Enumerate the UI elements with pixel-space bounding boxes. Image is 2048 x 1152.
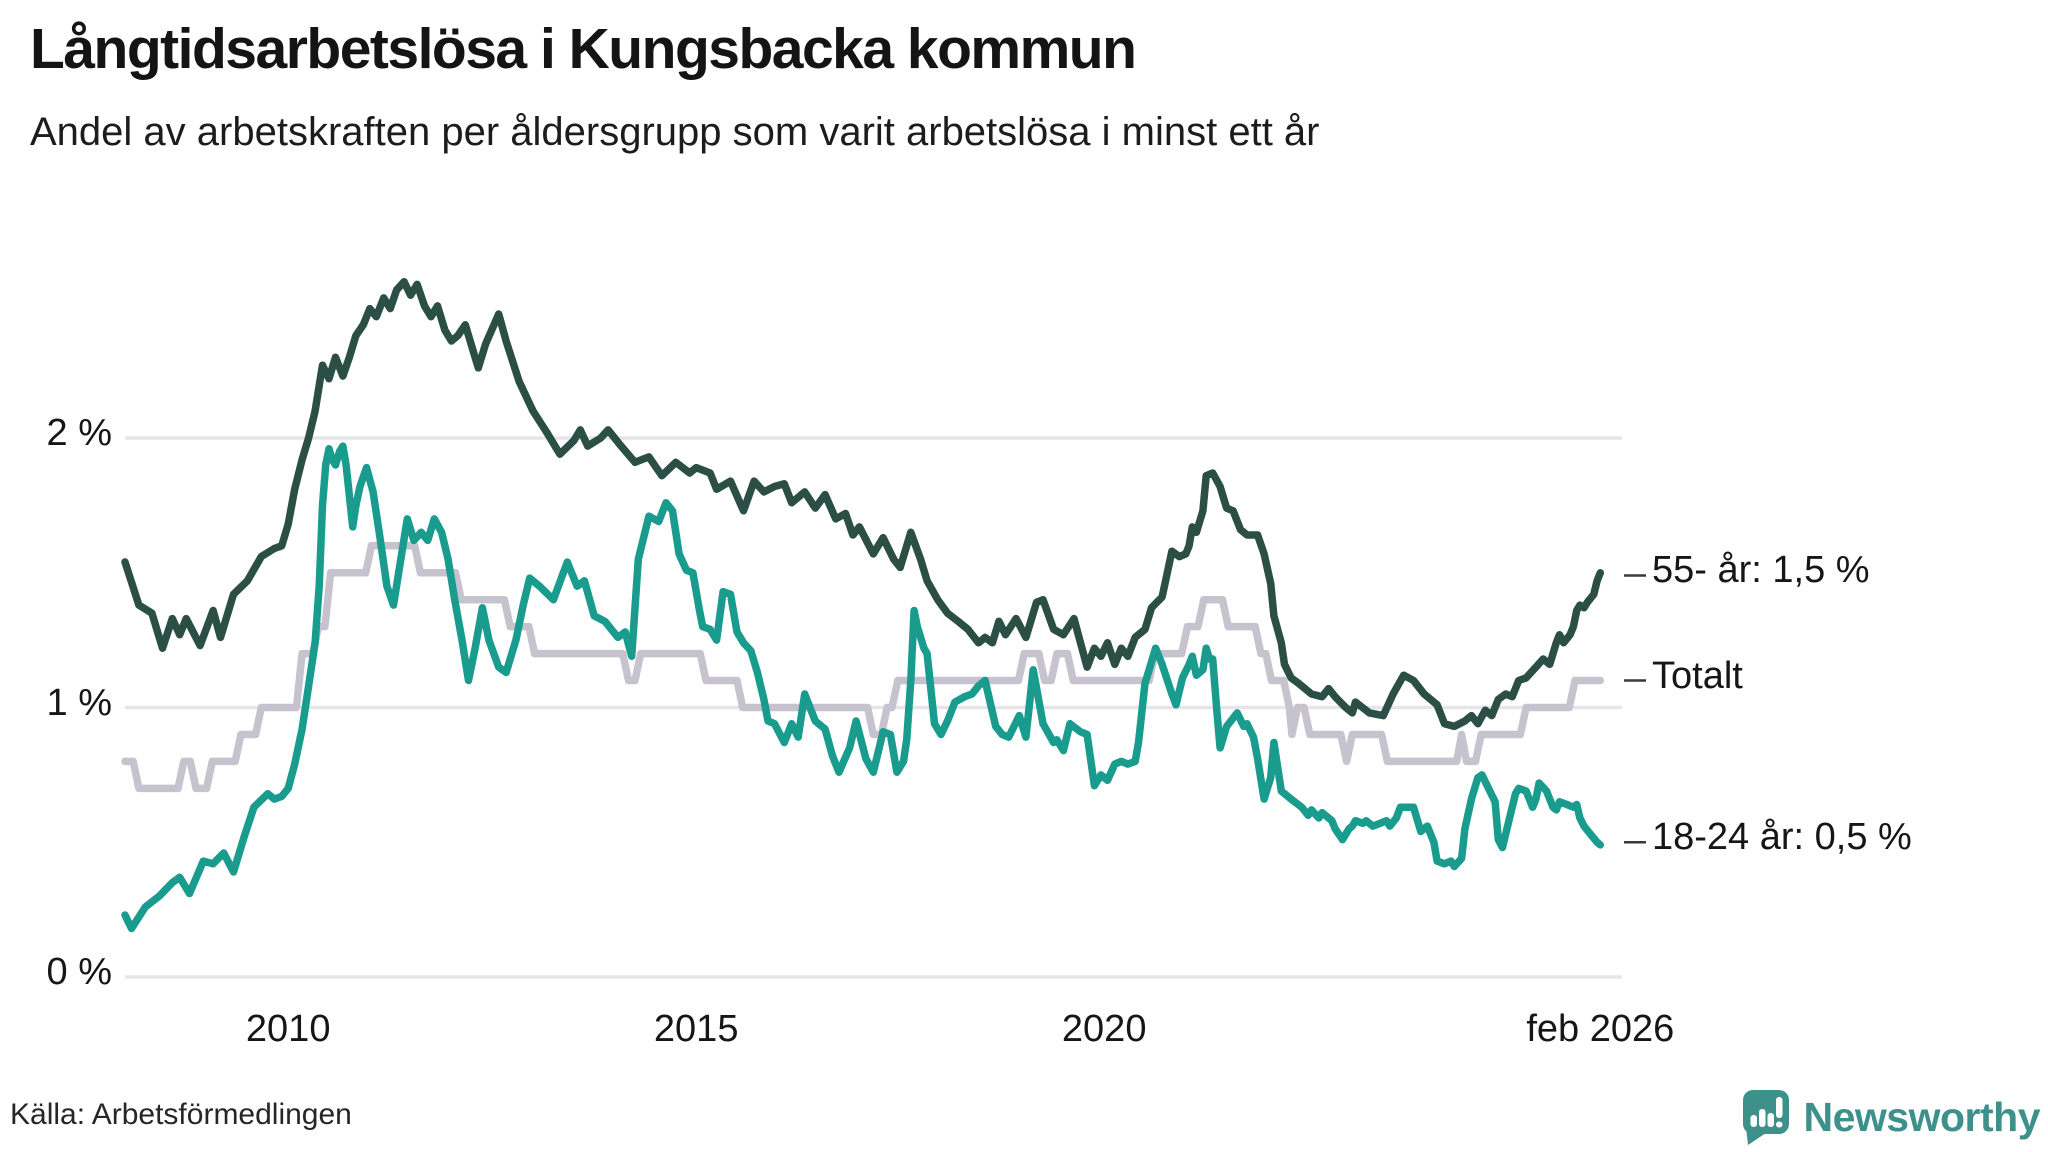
series-line-a55	[121, 277, 1605, 731]
source-note: Källa: Arbetsförmedlingen	[10, 1098, 352, 1131]
series-line-total	[121, 542, 1605, 793]
series-end-label: 18-24 år: 0,5 %	[1652, 816, 1912, 859]
y-axis-tick-label: 2 %	[46, 412, 112, 454]
chart-subtitle: Andel av arbetskraften per åldersgrupp s…	[30, 110, 1320, 154]
x-axis-tick-label: feb 2026	[1526, 1008, 1675, 1050]
x-axis-tick-label: 2020	[1061, 1008, 1147, 1050]
series-line-a1824	[121, 442, 1605, 933]
page-title: Långtidsarbetslösa i Kungsbacka kommun	[30, 17, 1137, 81]
newsworthy-wordmark: Newsworthy	[1803, 1093, 2041, 1140]
newsworthy-bubble-icon	[1742, 1090, 1789, 1145]
series-end-label: Totalt	[1652, 654, 1743, 697]
series-end-label: 55- år: 1,5 %	[1652, 549, 1870, 592]
newsworthy-logo[interactable]: Newsworthy	[1740, 1088, 2041, 1146]
x-axis-tick-label: 2010	[245, 1008, 331, 1050]
y-axis-tick-label: 0 %	[46, 951, 112, 993]
y-axis-tick-label: 1 %	[46, 681, 112, 724]
x-axis-tick-label: 2015	[653, 1008, 739, 1050]
